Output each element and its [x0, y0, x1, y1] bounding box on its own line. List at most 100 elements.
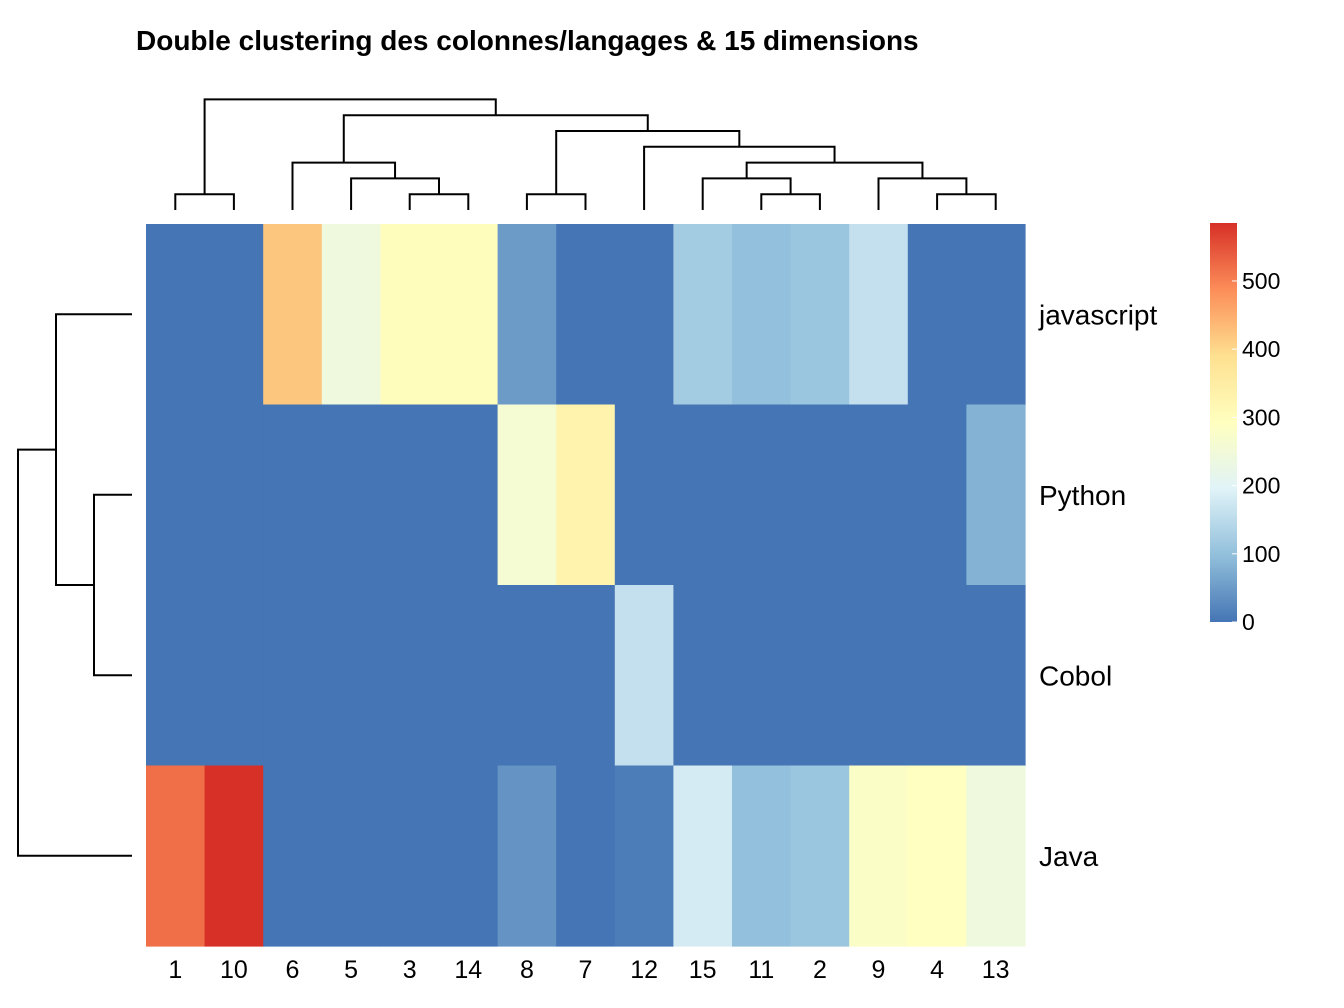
heatmap-cell	[146, 404, 206, 586]
heatmap-cell	[263, 765, 323, 947]
dendrogram-branch	[936, 193, 997, 210]
color-legend: 0 100 200 300 400 500	[1210, 223, 1280, 635]
legend-tick-label: 400	[1242, 336, 1280, 362]
heatmap-cell	[732, 404, 792, 586]
dendrogram-branch	[203, 98, 497, 195]
heatmap-cell	[966, 224, 1026, 406]
column-label: 11	[748, 956, 774, 984]
heatmap-cell	[614, 585, 674, 767]
heatmap-cell	[732, 585, 792, 767]
heatmap-cell	[849, 585, 909, 767]
heatmap-cell	[673, 224, 733, 406]
heatmap-cell	[321, 224, 381, 406]
heatmap-cell	[907, 224, 967, 406]
dendrogram-branch	[525, 193, 587, 210]
heatmap-cell	[966, 404, 1026, 586]
column-label: 14	[454, 956, 482, 984]
heatmap-cell	[146, 224, 206, 406]
heatmap-cells	[146, 224, 1026, 947]
heatmap-cell	[790, 765, 850, 947]
heatmap-cell	[556, 765, 616, 947]
column-label: 9	[872, 956, 886, 984]
row-label: javascript	[1038, 299, 1157, 330]
dendrogram-branch	[745, 161, 924, 179]
heatmap-cell	[263, 404, 323, 586]
heatmap-cell	[497, 765, 557, 947]
heatmap-cell	[497, 224, 557, 406]
heatmap-cell	[439, 224, 499, 406]
heatmap-cell	[204, 585, 264, 767]
legend-tick-label: 200	[1242, 473, 1280, 499]
heatmap-cell	[497, 404, 557, 586]
heatmap-cell	[732, 224, 792, 406]
heatmap-cell	[263, 224, 323, 406]
heatmap-cell	[673, 585, 733, 767]
legend-color-bar	[1210, 223, 1237, 622]
heatmap-cell	[849, 404, 909, 586]
heatmap-cell	[614, 224, 674, 406]
row-labels: javascript Python Cobol Java	[1038, 299, 1157, 872]
dendrogram-branch	[555, 130, 741, 195]
heatmap-cell	[380, 585, 440, 767]
heatmap-cell	[966, 765, 1026, 947]
column-label: 13	[982, 956, 1010, 984]
dendrogram-branch	[17, 448, 132, 857]
column-label: 1	[168, 956, 182, 984]
heatmap-cell	[790, 585, 850, 767]
heatmap-cell	[732, 765, 792, 947]
column-label: 12	[630, 956, 658, 984]
heatmap-cell	[439, 585, 499, 767]
row-label: Java	[1039, 841, 1099, 872]
legend-tick-label: 300	[1242, 404, 1280, 430]
legend-tick-label: 500	[1242, 268, 1280, 294]
heatmap-cell	[790, 404, 850, 586]
heatmap-cell	[614, 404, 674, 586]
heatmap-cell	[380, 765, 440, 947]
column-label: 8	[520, 956, 534, 984]
heatmap-cell	[556, 404, 616, 586]
heatmap-cell	[849, 765, 909, 947]
legend-tick-label: 0	[1242, 609, 1255, 635]
heatmap-cell	[439, 404, 499, 586]
heatmap-cell	[204, 404, 264, 586]
heatmap-cell	[321, 404, 381, 586]
column-dendrogram	[174, 98, 997, 210]
row-label: Python	[1039, 480, 1126, 511]
heatmap-cell	[907, 585, 967, 767]
column-label: 2	[813, 956, 827, 984]
heatmap-cell	[849, 224, 909, 406]
heatmap-cell	[146, 765, 206, 947]
heatmap-cell	[673, 404, 733, 586]
column-label: 7	[579, 956, 593, 984]
heatmap-cell	[380, 224, 440, 406]
heatmap-cell	[614, 765, 674, 947]
heatmap-cell	[673, 765, 733, 947]
column-label: 15	[689, 956, 717, 984]
dendrogram-branch	[760, 193, 821, 210]
dendrogram-branch	[291, 161, 397, 210]
heatmap-cell	[439, 765, 499, 947]
column-labels: 1 10 6 5 3 14 8 7 12 15 11 2 9 4 13	[168, 956, 1009, 984]
column-label: 4	[930, 956, 944, 984]
column-label: 10	[220, 956, 248, 984]
dendrogram-branch	[174, 193, 235, 210]
heatmap-cell	[966, 585, 1026, 767]
heatmap-cell	[907, 404, 967, 586]
heatmap-cell	[556, 585, 616, 767]
dendrogram-branch	[342, 114, 649, 163]
heatmap-cell	[556, 224, 616, 406]
heatmap-cell	[321, 585, 381, 767]
heatmap-cell	[790, 224, 850, 406]
heatmap-cell	[321, 765, 381, 947]
heatmap-cell	[204, 224, 264, 406]
heatmap-cell	[380, 404, 440, 586]
chart-title: Double clustering des colonnes/langages …	[136, 25, 919, 56]
column-label: 3	[403, 956, 417, 984]
column-label: 5	[344, 956, 358, 984]
row-dendrogram	[17, 313, 132, 857]
legend-tick-label: 100	[1242, 541, 1280, 567]
dendrogram-branch	[93, 493, 132, 677]
dendrogram-branch	[408, 193, 470, 210]
heatmap-cell	[204, 765, 264, 947]
